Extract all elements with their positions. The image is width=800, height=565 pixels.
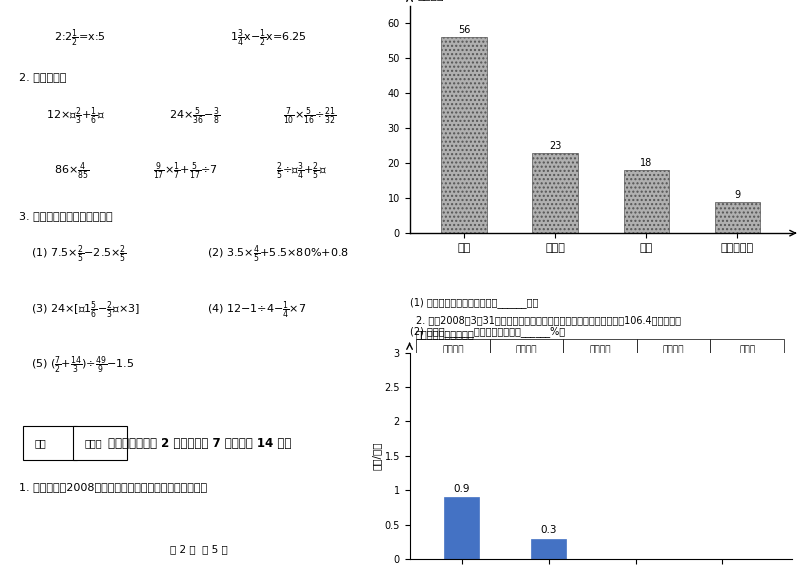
Text: 评卷人: 评卷人 — [85, 438, 102, 448]
Text: 外国人: 外国人 — [739, 346, 755, 355]
Text: (1) 四个中办城市的得票总数是______票。: (1) 四个中办城市的得票总数是______票。 — [410, 297, 538, 308]
Text: 86×$\frac{4}{85}$: 86×$\frac{4}{85}$ — [54, 160, 90, 182]
Bar — [490, 362, 563, 384]
Text: 单位：票: 单位：票 — [418, 0, 444, 1]
Text: $\frac{2}{5}$÷（$\frac{3}{4}$+$\frac{2}{5}$）: $\frac{2}{5}$÷（$\frac{3}{4}$+$\frac{2}{5… — [276, 160, 326, 182]
Text: 华侨华人: 华侨华人 — [663, 346, 684, 355]
Y-axis label: 人数/万人: 人数/万人 — [371, 442, 382, 470]
Text: (2) 3.5×$\frac{4}{5}$+5.5×80%+0.8: (2) 3.5×$\frac{4}{5}$+5.5×80%+0.8 — [207, 244, 349, 265]
Bar — [710, 362, 784, 384]
Bar — [416, 339, 490, 362]
Text: 56: 56 — [458, 25, 470, 36]
Bar — [533, 153, 578, 233]
Bar — [637, 362, 710, 384]
Text: 人数/万人: 人数/万人 — [441, 368, 465, 377]
Text: 0.3: 0.3 — [540, 525, 557, 535]
Text: (2) 北京得______票，占得票总数的______%。: (2) 北京得______票，占得票总数的______%。 — [410, 327, 565, 337]
Text: (3) 24×[（1$\frac{5}{6}$$-$$\frac{2}{3}$）×3]: (3) 24×[（1$\frac{5}{6}$$-$$\frac{2}{3}$）… — [31, 299, 140, 320]
Text: 它的报名人数如下表：: 它的报名人数如下表： — [416, 329, 474, 339]
Bar — [416, 362, 490, 384]
Bar — [442, 37, 487, 233]
Text: (3) 投票结果出来，报纸、电视都说：“北京得票是最多的首选”，为什么这样说？: (3) 投票结果出来，报纸、电视都说：“北京得票是最多的首选”，为什么这样说？ — [410, 356, 630, 366]
Bar — [531, 538, 566, 559]
Text: 12×（$\frac{2}{3}$+$\frac{1}{6}$）: 12×（$\frac{2}{3}$+$\frac{1}{6}$） — [46, 105, 105, 127]
Text: (5) ($\frac{7}{2}$+$\frac{14}{3}$)÷$\frac{49}{9}$$-$1.5: (5) ($\frac{7}{2}$+$\frac{14}{3}$)÷$\fra… — [31, 354, 134, 376]
Bar — [563, 362, 637, 384]
Text: $\frac{7}{10}$×$\frac{5}{16}$÷$\frac{21}{32}$: $\frac{7}{10}$×$\frac{5}{16}$÷$\frac{21}… — [283, 105, 337, 127]
Text: 2. 脱式计算：: 2. 脱式计算： — [19, 72, 67, 82]
Text: 港澳同胞: 港澳同胞 — [516, 346, 537, 355]
Text: 1$\frac{3}{4}$x$-$$\frac{1}{2}$x=6.25: 1$\frac{3}{4}$x$-$$\frac{1}{2}$x=6.25 — [230, 28, 306, 49]
Text: (1) 7.5×$\frac{2}{5}$$-$2.5×$\frac{2}{5}$: (1) 7.5×$\frac{2}{5}$$-$2.5×$\frac{2}{5}… — [31, 244, 127, 265]
Bar — [623, 170, 669, 233]
FancyBboxPatch shape — [23, 427, 77, 460]
Text: (4) 12$-$1÷4$-$$\frac{1}{4}$×7: (4) 12$-$1÷4$-$$\frac{1}{4}$×7 — [207, 299, 306, 320]
Text: 18: 18 — [640, 158, 653, 168]
Text: 五、综合题（共 2 小题，每题 7 分，共计 14 分）: 五、综合题（共 2 小题，每题 7 分，共计 14 分） — [107, 437, 291, 450]
Text: 0.9: 0.9 — [519, 368, 534, 377]
Text: 人员类别: 人员类别 — [442, 346, 463, 355]
Bar — [714, 202, 760, 233]
Text: 23: 23 — [549, 141, 562, 151]
Text: 9: 9 — [734, 190, 741, 200]
Text: 2. 截止2008年3月31日，报名参加北京奥运会志愿者的，除我国大陆的106.4万人外，其: 2. 截止2008年3月31日，报名参加北京奥运会志愿者的，除我国大陆的106.… — [416, 315, 681, 325]
Text: 第 2 页  共 5 页: 第 2 页 共 5 页 — [170, 544, 228, 554]
Text: 2.2: 2.2 — [740, 368, 754, 377]
Text: 3. 计算，能简算的写出过程。: 3. 计算，能简算的写出过程。 — [19, 211, 113, 220]
Text: 24×$\frac{5}{36}$$-$$\frac{3}{8}$: 24×$\frac{5}{36}$$-$$\frac{3}{8}$ — [169, 105, 220, 127]
Text: 2:2$\frac{1}{2}$=x:5: 2:2$\frac{1}{2}$=x:5 — [54, 28, 106, 49]
Text: 0.3: 0.3 — [593, 368, 607, 377]
Bar — [637, 339, 710, 362]
Text: 0.9: 0.9 — [454, 484, 470, 494]
Text: 台湾同胞: 台湾同胞 — [590, 346, 610, 355]
Text: 2.8: 2.8 — [666, 368, 681, 377]
FancyBboxPatch shape — [73, 427, 126, 460]
Bar — [444, 497, 479, 559]
Text: $\frac{9}{17}$×$\frac{1}{7}$+$\frac{5}{17}$÷7: $\frac{9}{17}$×$\frac{1}{7}$+$\frac{5}{1… — [154, 160, 218, 182]
Bar — [490, 339, 563, 362]
Text: 得分: 得分 — [34, 438, 46, 448]
Bar — [563, 339, 637, 362]
Text: 1. 下面是申报2008年奥运会主办城市的得票情况统计图。: 1. 下面是申报2008年奥运会主办城市的得票情况统计图。 — [19, 482, 207, 492]
Bar — [710, 339, 784, 362]
